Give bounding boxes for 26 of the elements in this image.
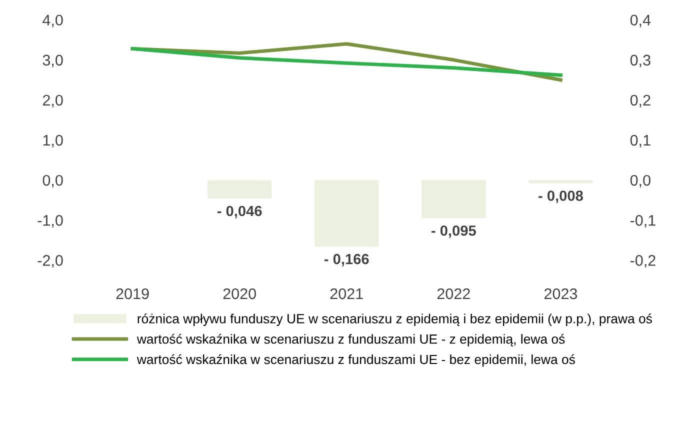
- y2-tick-label: 0,4: [630, 14, 651, 28]
- x-tick-label: 2021: [330, 288, 363, 300]
- data-label: - 0,095: [432, 225, 476, 238]
- y2-tick-label: 0,2: [630, 94, 650, 108]
- x-tick-label: 2020: [223, 288, 256, 300]
- y-tick-label: 1,0: [43, 134, 63, 148]
- data-label: - 0,166: [324, 254, 369, 266]
- x-tick-label: 2023: [544, 288, 578, 300]
- y-tick-label: -1,0: [38, 215, 63, 228]
- legend-label: wartość wskaźnika w scenariuszu z funduszami UE - bez epidemii, lewa oś: [136, 354, 575, 367]
- y-tick-label: -2,0: [38, 255, 63, 268]
- y-tick-label: 3,0: [42, 54, 63, 68]
- y2-tick-label: -0,2: [630, 255, 656, 268]
- data-label: - 0,008: [538, 190, 583, 204]
- y2-tick-label: 0,1: [630, 134, 650, 148]
- data-label: - 0,046: [217, 206, 262, 218]
- y-tick-label: 0,0: [42, 174, 63, 188]
- x-tick-label: 2022: [437, 288, 470, 300]
- y-tick-label: 4,0: [42, 14, 63, 28]
- y2-tick-label: 0,3: [630, 54, 650, 68]
- legend-label: wartość wskaźnika w scenariuszu z funduszami UE - z epidemią, lewa oś: [136, 334, 565, 346]
- y2-tick-label: 0,0: [630, 174, 650, 188]
- x-tick-label: 2019: [116, 288, 149, 300]
- y2-tick-label: -0,1: [630, 215, 656, 228]
- legend-label: różnica wpływu funduszy UE w scenariuszu z epidemią i bez epidemii (w p.p.), prawa oś: [138, 314, 652, 326]
- y-tick-label: 2,0: [42, 94, 63, 108]
